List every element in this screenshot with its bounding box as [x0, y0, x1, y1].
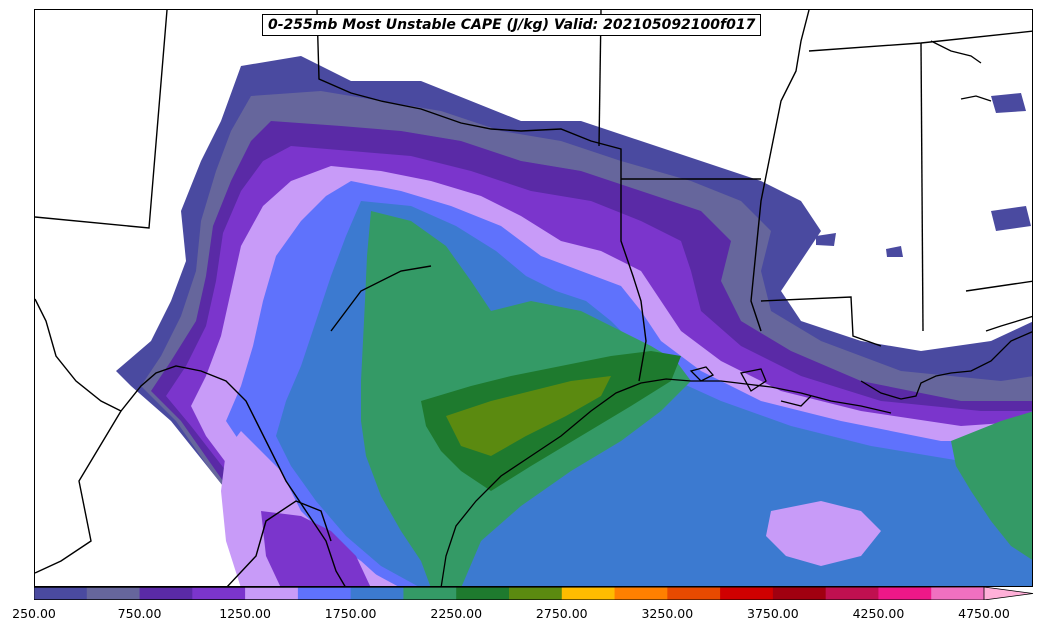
colorbar-segment — [34, 587, 88, 600]
colorbar-segment — [192, 587, 246, 600]
colorbar-tick-label: 2750.00 — [535, 606, 588, 621]
map-panel — [34, 9, 1033, 587]
colorbar-segment — [403, 587, 457, 600]
colorbar-extension-arrow — [983, 587, 1034, 600]
colorbar-segment — [878, 587, 932, 600]
colorbar-tick-label: 3750.00 — [747, 606, 799, 621]
cape-band-1000-southwest — [261, 511, 371, 586]
colorbar-segment — [614, 587, 668, 600]
cape-band-1250-southwest — [221, 431, 389, 586]
cape-band-2000-east — [951, 411, 1032, 560]
colorbar-tick-label: 3250.00 — [641, 606, 694, 621]
coastline — [440, 40, 1032, 586]
colorbar-segment — [509, 587, 563, 600]
cape-band-250-north-patches — [816, 93, 1031, 257]
colorbar-tick-label: 1250.00 — [219, 606, 271, 621]
colorbar-segment — [139, 587, 193, 600]
state-boundaries — [35, 10, 1032, 586]
colorbar-segment — [456, 587, 510, 600]
colorbar-segment — [350, 587, 404, 600]
colorbar-outline — [34, 587, 985, 600]
colorbar-segment — [245, 587, 299, 600]
map-title: 0-255mb Most Unstable CAPE (J/kg) Valid:… — [262, 14, 762, 36]
colorbar-segment — [297, 587, 352, 600]
colorbar-segment — [86, 587, 141, 600]
cape-band-1250-southeast — [766, 501, 881, 566]
colorbar-segment — [825, 587, 879, 600]
colorbar-tick-label: 250.00 — [12, 606, 56, 621]
colorbar-segment — [561, 587, 616, 600]
colorbar — [34, 587, 1034, 600]
cape-band-2500 — [446, 376, 611, 456]
colorbar-tick-label: 2250.00 — [430, 606, 483, 621]
colorbar-tick-label: 4250.00 — [852, 606, 905, 621]
colorbar-tick-label: 4750.00 — [958, 606, 1010, 621]
cape-contour-map — [35, 10, 1032, 586]
colorbar-segment — [720, 587, 774, 600]
colorbar-segment — [931, 587, 985, 600]
colorbar-tick-label: 1750.00 — [324, 606, 377, 621]
colorbar-segment — [667, 587, 721, 600]
colorbar-segment — [772, 587, 827, 600]
colorbar-tick-label: 750.00 — [117, 606, 162, 621]
